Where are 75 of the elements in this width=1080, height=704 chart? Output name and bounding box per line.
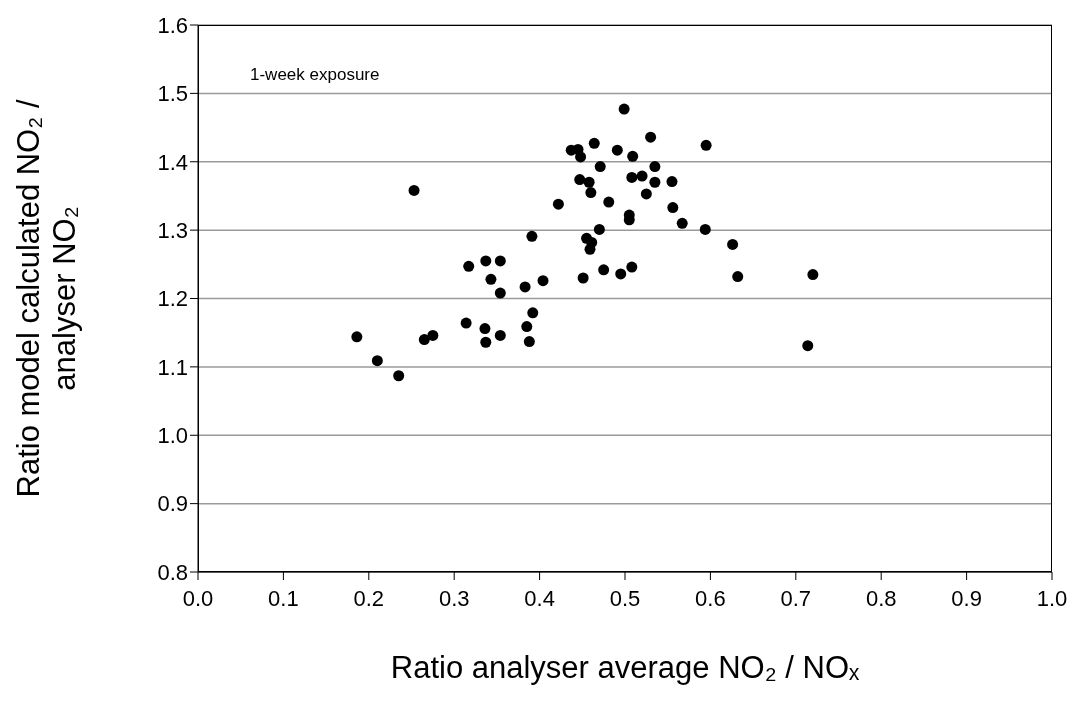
point	[460, 317, 472, 329]
x-axis-title: Ratio analyser average NO₂ / NOₓ	[390, 650, 861, 685]
x-tick-label: 0.5	[609, 585, 641, 611]
point	[666, 176, 678, 188]
point	[537, 275, 549, 287]
y-tick-label: 0.9	[157, 491, 188, 517]
point	[585, 187, 597, 199]
y-tick-label: 1.2	[157, 286, 188, 312]
point	[527, 307, 539, 319]
point	[588, 137, 600, 149]
point	[574, 174, 586, 186]
point	[521, 321, 533, 333]
annotation: 1-week exposure	[250, 65, 380, 85]
point	[463, 260, 475, 272]
point	[480, 336, 492, 348]
x-tick-label: 0.4	[524, 585, 555, 611]
point	[626, 261, 638, 273]
point	[575, 151, 587, 163]
point	[427, 329, 439, 341]
point	[519, 281, 531, 293]
point	[479, 323, 491, 335]
point	[649, 161, 661, 173]
point	[676, 217, 688, 229]
point	[699, 223, 711, 235]
y-tick-label: 1.3	[157, 217, 188, 243]
y-tick-label: 1.6	[157, 12, 188, 38]
x-tick-label: 0.7	[780, 585, 812, 611]
point	[603, 196, 615, 208]
point	[351, 331, 363, 343]
point	[408, 184, 420, 196]
y-tick-label: 1.0	[157, 423, 188, 449]
point	[494, 329, 506, 341]
point	[594, 161, 606, 173]
point	[480, 255, 492, 267]
y-tick-label: 1.4	[157, 149, 188, 175]
x-tick-label: 0.8	[865, 585, 897, 611]
point	[494, 255, 506, 267]
y-tick-label: 1.1	[157, 354, 188, 380]
point	[418, 334, 430, 346]
point	[645, 131, 657, 143]
point	[700, 139, 712, 151]
point	[485, 273, 497, 285]
point	[807, 269, 819, 281]
x-tick-label: 0.2	[353, 585, 385, 611]
point	[627, 150, 639, 162]
x-tick-label: 1.0	[1036, 585, 1068, 611]
x-tick-label: 0.1	[268, 585, 299, 611]
x-tick-label: 0.0	[182, 585, 214, 611]
point	[618, 103, 630, 115]
y-axis-title: Ratio model calculated NO₂ / analyser NO₂	[11, 99, 82, 498]
point	[667, 202, 679, 214]
point	[611, 144, 623, 156]
point	[732, 271, 744, 283]
x-tick-label: 0.3	[438, 585, 470, 611]
point	[802, 340, 814, 352]
point	[523, 336, 535, 348]
point	[615, 268, 627, 280]
point	[552, 198, 564, 210]
point	[577, 272, 589, 284]
point	[626, 171, 638, 183]
x-tick-label: 0.9	[951, 585, 982, 611]
x-tick-label: 0.6	[695, 585, 726, 611]
point	[636, 170, 648, 182]
point	[727, 238, 739, 250]
point	[598, 264, 610, 276]
point	[583, 176, 595, 188]
point	[593, 223, 605, 235]
point	[371, 355, 383, 367]
point	[494, 287, 506, 299]
point	[526, 230, 538, 242]
point	[640, 188, 652, 200]
point	[393, 370, 405, 382]
point	[649, 176, 661, 188]
y-tick-label: 1.5	[157, 81, 188, 107]
y-tick-label: 0.8	[157, 559, 188, 585]
